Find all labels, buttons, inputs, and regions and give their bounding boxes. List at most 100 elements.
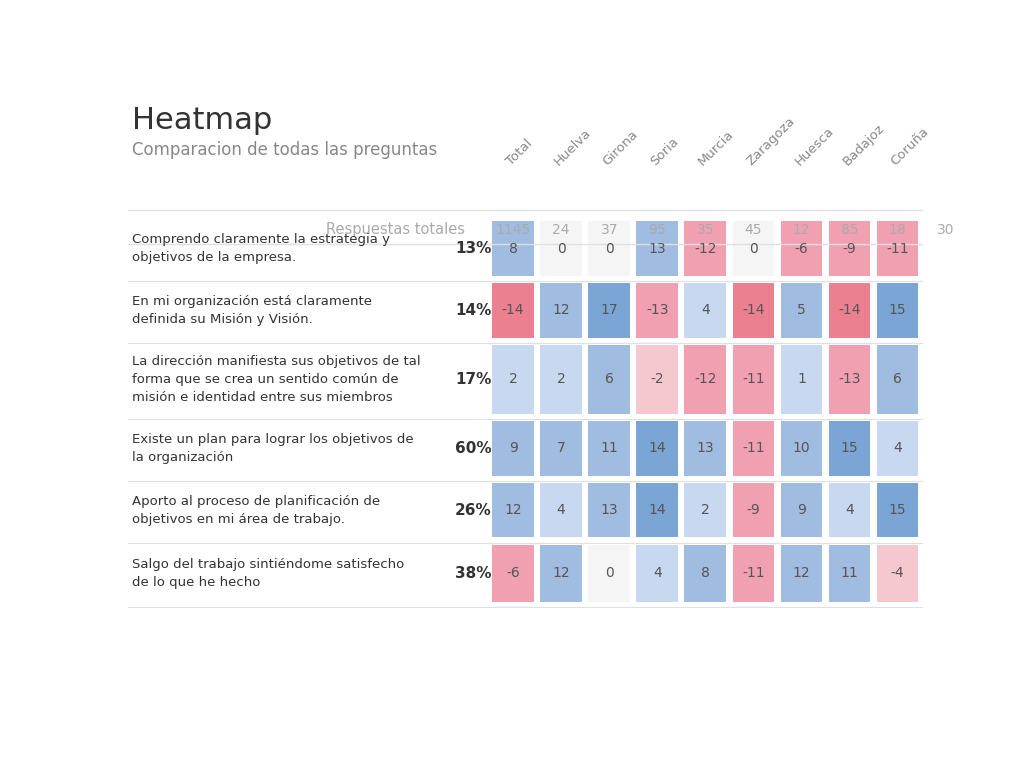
Bar xyxy=(637,345,678,414)
Text: -4: -4 xyxy=(891,566,904,581)
Bar xyxy=(684,283,726,338)
Bar xyxy=(541,345,582,414)
Text: 95: 95 xyxy=(648,223,666,237)
Text: -12: -12 xyxy=(694,242,717,256)
Text: 13%: 13% xyxy=(455,241,492,256)
Text: En mi organización está claramente
definida su Misión y Visión.: En mi organización está claramente defin… xyxy=(132,295,372,326)
Text: Girona: Girona xyxy=(600,127,640,168)
Bar xyxy=(780,221,822,276)
Text: 4: 4 xyxy=(701,304,710,317)
Text: Salgo del trabajo sintiéndome satisfecho
de lo que he hecho: Salgo del trabajo sintiéndome satisfecho… xyxy=(132,558,404,589)
Bar xyxy=(684,221,726,276)
Text: 8: 8 xyxy=(700,566,710,581)
Bar xyxy=(493,345,534,414)
Bar xyxy=(589,483,630,537)
Text: 85: 85 xyxy=(841,223,858,237)
Text: 1: 1 xyxy=(797,372,806,386)
Bar xyxy=(828,483,870,537)
Text: 17: 17 xyxy=(600,304,618,317)
Bar xyxy=(828,345,870,414)
Bar xyxy=(637,483,678,537)
Text: 17%: 17% xyxy=(455,372,492,387)
Text: 14: 14 xyxy=(648,442,666,456)
Text: 15: 15 xyxy=(889,503,906,517)
Bar xyxy=(780,283,822,338)
Text: -11: -11 xyxy=(742,372,765,386)
Text: Murcia: Murcia xyxy=(696,127,736,168)
Text: -11: -11 xyxy=(886,242,909,256)
Text: Heatmap: Heatmap xyxy=(132,106,272,135)
Bar xyxy=(877,545,919,602)
Text: 60%: 60% xyxy=(455,441,492,456)
Bar xyxy=(637,283,678,338)
Bar xyxy=(828,283,870,338)
Bar xyxy=(684,545,726,602)
Text: 14: 14 xyxy=(648,503,666,517)
Text: 24: 24 xyxy=(552,223,570,237)
Bar xyxy=(637,421,678,476)
Text: 2: 2 xyxy=(557,372,565,386)
Text: 4: 4 xyxy=(653,566,662,581)
Text: 13: 13 xyxy=(648,242,666,256)
Text: Comprendo claramente la estrategia y
objetivos de la empresa.: Comprendo claramente la estrategia y obj… xyxy=(132,233,390,264)
Text: Existe un plan para lograr los objetivos de
la organización: Existe un plan para lograr los objetivos… xyxy=(132,433,414,464)
Text: 4: 4 xyxy=(557,503,565,517)
Text: 9: 9 xyxy=(797,503,806,517)
Text: 0: 0 xyxy=(605,566,613,581)
Bar xyxy=(541,283,582,338)
Bar xyxy=(637,545,678,602)
Text: 15: 15 xyxy=(841,442,858,456)
Text: Huelva: Huelva xyxy=(552,126,594,168)
Bar xyxy=(732,545,774,602)
Bar xyxy=(541,221,582,276)
Text: -6: -6 xyxy=(795,242,808,256)
Bar xyxy=(732,283,774,338)
Bar xyxy=(589,345,630,414)
Text: 12: 12 xyxy=(793,223,810,237)
Text: 1145: 1145 xyxy=(496,223,530,237)
Text: 35: 35 xyxy=(696,223,714,237)
Text: Total: Total xyxy=(504,137,536,168)
Text: 26%: 26% xyxy=(455,503,492,517)
Text: Huesca: Huesca xyxy=(793,124,837,168)
Text: 2: 2 xyxy=(701,503,710,517)
Text: 18: 18 xyxy=(889,223,906,237)
Bar xyxy=(493,221,534,276)
Text: 38%: 38% xyxy=(455,566,492,581)
Bar xyxy=(493,483,534,537)
Text: -9: -9 xyxy=(843,242,856,256)
Text: 37: 37 xyxy=(600,223,617,237)
Text: 0: 0 xyxy=(749,242,758,256)
Bar xyxy=(780,545,822,602)
Bar xyxy=(684,421,726,476)
Text: 10: 10 xyxy=(793,442,810,456)
Bar xyxy=(493,283,534,338)
Bar xyxy=(780,345,822,414)
Text: 2: 2 xyxy=(509,372,517,386)
Bar xyxy=(877,221,919,276)
Text: 30: 30 xyxy=(937,223,954,237)
Text: -13: -13 xyxy=(839,372,861,386)
Bar xyxy=(877,283,919,338)
Text: 7: 7 xyxy=(557,442,565,456)
Text: 11: 11 xyxy=(841,566,858,581)
Text: 12: 12 xyxy=(793,566,810,581)
Text: 0: 0 xyxy=(557,242,565,256)
Text: -2: -2 xyxy=(650,372,665,386)
Text: -12: -12 xyxy=(694,372,717,386)
Text: -13: -13 xyxy=(646,304,669,317)
Text: Zaragoza: Zaragoza xyxy=(744,114,798,168)
Bar xyxy=(732,483,774,537)
Text: Badajoz: Badajoz xyxy=(841,121,887,168)
Text: 12: 12 xyxy=(552,304,570,317)
Bar xyxy=(780,421,822,476)
Text: -14: -14 xyxy=(742,304,765,317)
Text: 45: 45 xyxy=(744,223,762,237)
Text: Respuestas totales: Respuestas totales xyxy=(327,222,465,237)
Text: Comparacion de todas las preguntas: Comparacion de todas las preguntas xyxy=(132,141,437,159)
Text: Aporto al proceso de planificación de
objetivos en mi área de trabajo.: Aporto al proceso de planificación de ob… xyxy=(132,494,380,526)
Bar xyxy=(589,283,630,338)
Bar xyxy=(637,221,678,276)
Bar xyxy=(828,221,870,276)
Text: Soria: Soria xyxy=(648,135,681,168)
